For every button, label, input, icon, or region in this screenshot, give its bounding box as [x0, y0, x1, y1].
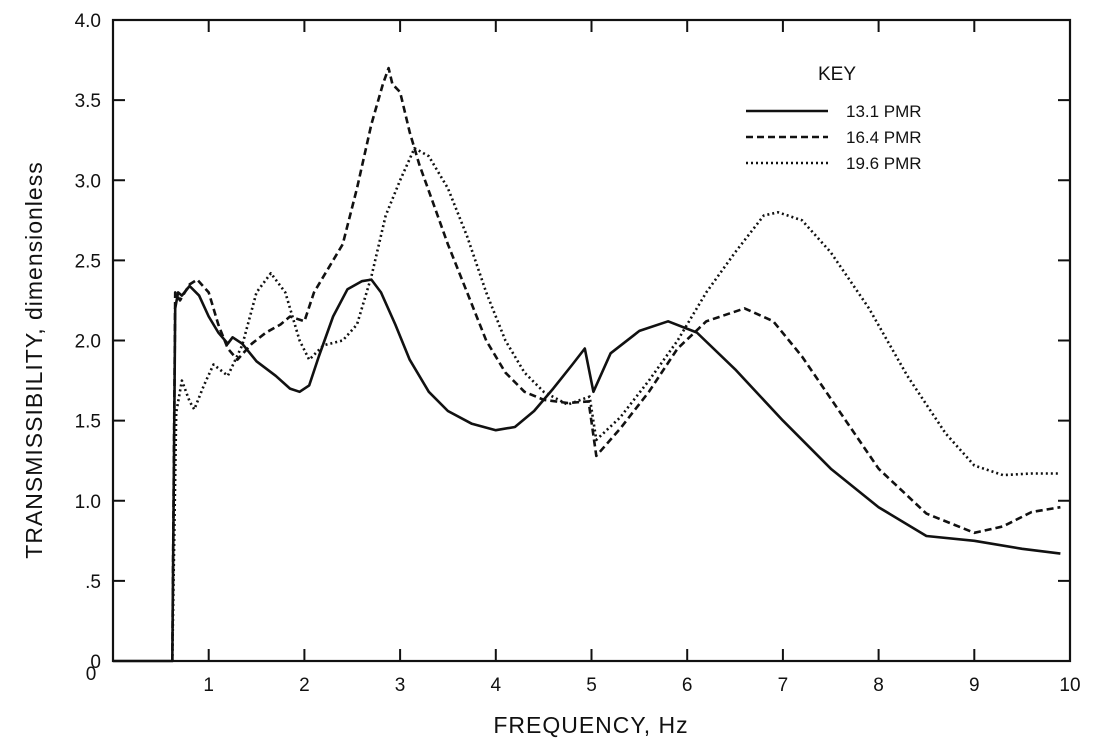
legend: KEY 13.1 PMR 16.4 PMR 19.6 PMR: [746, 64, 922, 173]
x-axis-title: FREQUENCY, Hz: [493, 712, 688, 738]
y-axis-title: TRANSMISSIBILITY, dimensionless: [21, 161, 47, 558]
y-tick-label: 4.0: [75, 11, 101, 32]
x-axis-tick-labels: 1 2 3 4 5 6 7 8 9 10: [203, 675, 1080, 696]
y-tick-label: .5: [85, 572, 101, 593]
y-tick-label: 1.0: [75, 492, 101, 513]
x-origin-label: 0: [86, 664, 97, 685]
series-lines: [113, 66, 1061, 663]
x-tick-label: 2: [299, 675, 310, 696]
legend-entry: 13.1 PMR: [846, 102, 922, 121]
legend-entry: 16.4 PMR: [846, 128, 922, 147]
y-axis-tick-labels: 0 .5 1.0 1.5 2.0 2.5 3.0 3.5 4.0: [75, 11, 101, 673]
y-tick-label: 0: [90, 652, 101, 673]
series-line-19-6-pmr: [171, 146, 1061, 662]
y-tick-label: 3.0: [75, 171, 101, 192]
x-tick-label: 9: [969, 675, 980, 696]
x-tick-label: 5: [586, 675, 597, 696]
x-axis-ticks: [207, 20, 1071, 661]
y-tick-label: 3.5: [75, 91, 101, 112]
legend-entry: 19.6 PMR: [846, 154, 922, 173]
x-tick-label: 7: [778, 675, 789, 696]
x-tick-label: 6: [682, 675, 693, 696]
y-tick-label: 2.0: [75, 332, 101, 353]
x-tick-label: 10: [1059, 675, 1080, 696]
x-tick-label: 1: [203, 675, 214, 696]
x-tick-label: 4: [491, 675, 502, 696]
x-tick-label: 3: [395, 675, 406, 696]
legend-title: KEY: [818, 64, 856, 85]
series-line-13-1-pmr: [113, 278, 1061, 663]
series-line-16-4-pmr: [171, 66, 1061, 662]
y-tick-label: 2.5: [75, 251, 101, 272]
plot-frame: [111, 18, 1072, 663]
y-tick-label: 1.5: [75, 412, 101, 433]
x-tick-label: 8: [873, 675, 884, 696]
y-axis-ticks: [113, 19, 1070, 662]
